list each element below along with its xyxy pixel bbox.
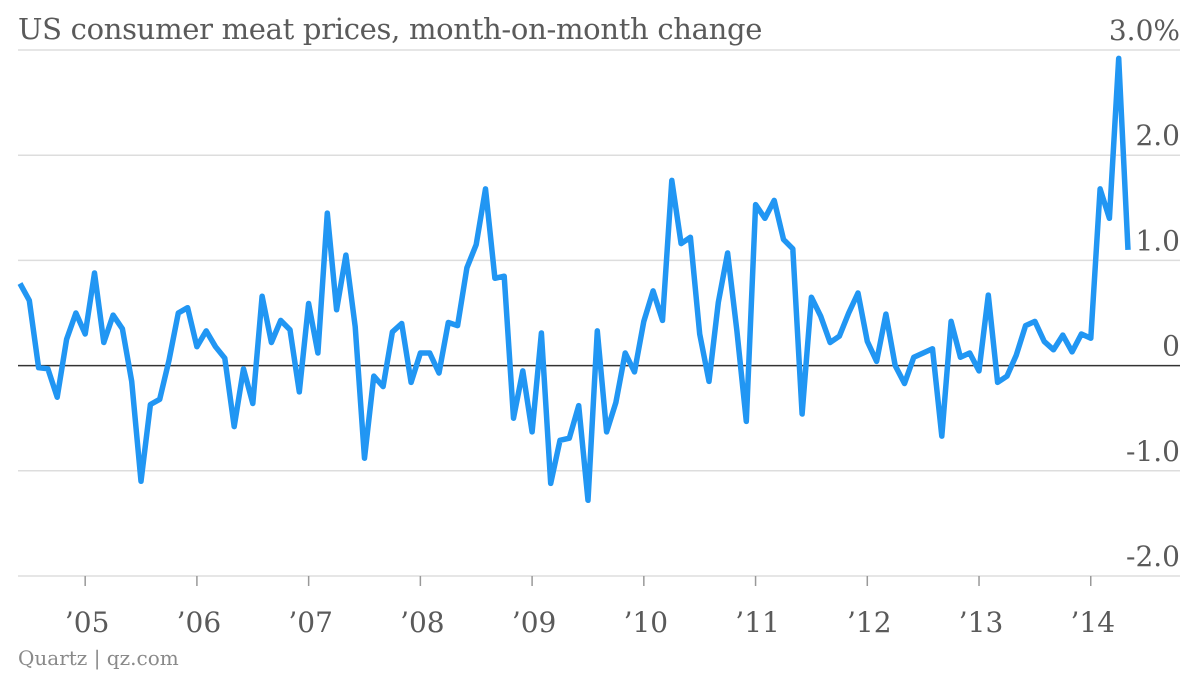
x-tick-label: ’11 — [735, 606, 780, 639]
y-tick-label: 1.0 — [1135, 224, 1180, 257]
x-tick-label: ’08 — [400, 606, 445, 639]
x-tick-label: ’14 — [1070, 606, 1115, 639]
x-tick-label: ’10 — [624, 606, 669, 639]
series-line — [17, 55, 1131, 504]
x-tick-label: ’12 — [847, 606, 892, 639]
series-layer — [17, 55, 1131, 504]
x-tick-label: ’13 — [959, 606, 1004, 639]
y-tick-label: -1.0 — [1126, 435, 1180, 468]
x-tick-label: ’06 — [177, 606, 222, 639]
gridlines — [18, 49, 1180, 577]
x-tick-label: ’09 — [512, 606, 557, 639]
y-axis-tick-labels: 3.0% 2.0 1.0 0 -1.0 -2.0 — [1109, 14, 1180, 573]
chart-title: US consumer meat prices, month-on-month … — [18, 12, 763, 46]
x-tick-label: ’07 — [288, 606, 333, 639]
x-axis: ’05 ’06 ’07 ’08 ’09 ’10 ’11 ’12 ’13 ’14 — [65, 576, 1115, 639]
y-tick-label: -2.0 — [1126, 540, 1180, 573]
y-tick-label: 2.0 — [1135, 119, 1180, 152]
y-tick-label: 3.0% — [1109, 14, 1180, 47]
y-tick-label: 0 — [1162, 330, 1180, 363]
x-tick-label: ’05 — [65, 606, 110, 639]
source-credit: Quartz | qz.com — [18, 646, 179, 670]
